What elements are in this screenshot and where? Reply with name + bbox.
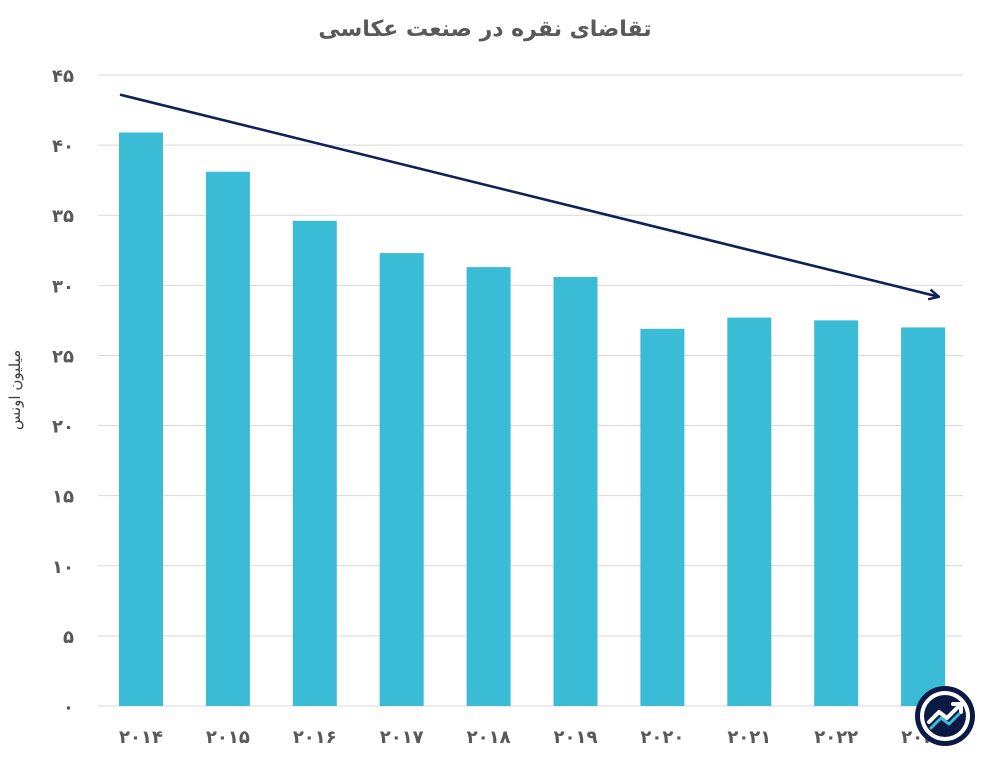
y-tick-label: ۵ — [63, 627, 74, 648]
bar-4 — [466, 267, 511, 706]
x-tick-label: ۲۰۱۵ — [206, 727, 250, 748]
x-tick-label: ۲۰۱۶ — [293, 727, 337, 748]
y-tick-label: ۲۵ — [52, 346, 74, 367]
y-tick-label: ۱۵ — [52, 487, 74, 508]
bar-8 — [814, 320, 859, 706]
y-tick-label: ۴۰ — [52, 136, 74, 157]
bars — [119, 132, 946, 707]
y-tick-label: ۰ — [63, 697, 74, 718]
bar-1 — [205, 171, 250, 707]
bar-5 — [553, 276, 598, 706]
x-tick-label: ۲۰۱۹ — [554, 727, 598, 748]
y-tick-label: ۳۰ — [52, 276, 74, 297]
bar-0 — [119, 132, 163, 707]
x-tick-label: ۲۰۱۷ — [380, 727, 424, 748]
x-tick-label: ۲۰۲۰ — [640, 727, 684, 748]
chart-title: تقاضای نقره در صنعت عکاسی — [318, 17, 651, 42]
y-tick-label: ۳۵ — [52, 206, 74, 227]
trend-chart-logo-icon — [915, 686, 975, 746]
trend-arrow — [119, 93, 938, 297]
x-ticks: ۲۰۱۴ ۲۰۱۵ ۲۰۱۶ ۲۰۱۷ ۲۰۱۸ ۲۰۱۹ ۲۰۲۰ ۲۰۲۱ ۲۰۲۲ ۲۰۲۳ — [119, 727, 945, 748]
x-tick-label: ۲۰۲۲ — [814, 727, 858, 748]
x-tick-label: ۲۰۱۴ — [119, 727, 163, 748]
x-tick-label: ۲۰۲۱ — [727, 727, 771, 748]
bar-7 — [727, 317, 772, 706]
y-ticks: ۰ ۵ ۱۰ ۱۵ ۲۰ ۲۵ ۳۰ ۳۵ ۴۰ ۴۵ — [52, 66, 74, 718]
y-tick-label: ۴۵ — [52, 66, 74, 87]
x-tick-label: ۲۰۱۸ — [467, 727, 511, 748]
bar-6 — [640, 328, 685, 706]
y-tick-label: ۱۰ — [52, 557, 74, 578]
bar-3 — [379, 253, 424, 707]
bar-9 — [901, 327, 946, 706]
y-tick-label: ۲۰ — [52, 417, 74, 438]
y-axis-label: میلیون اونس — [6, 350, 24, 430]
bar-2 — [292, 220, 337, 706]
